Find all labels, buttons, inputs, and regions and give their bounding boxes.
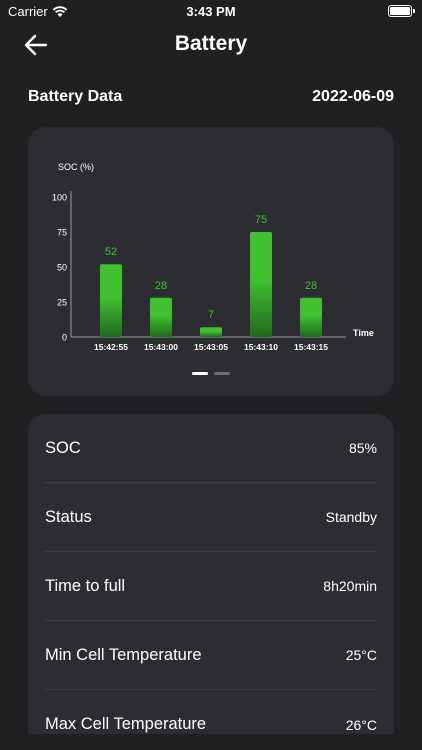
- back-button[interactable]: [24, 34, 52, 58]
- y-tick-label: 75: [57, 228, 67, 238]
- info-row-time-to-full: Time to full 8h20min: [45, 552, 377, 621]
- info-row-soc: SOC 85%: [45, 414, 377, 483]
- carrier-label: Carrier: [8, 4, 48, 19]
- info-label: SOC: [45, 438, 81, 457]
- x-tick-label: 15:43:05: [194, 342, 228, 352]
- y-tick-label: 50: [57, 263, 67, 273]
- info-label: Max Cell Temperature: [45, 715, 207, 733]
- bar: [300, 297, 322, 337]
- bar-value-label: 28: [155, 280, 167, 292]
- status-time: 3:43 PM: [186, 4, 236, 19]
- x-tick-label: 15:43:10: [244, 342, 278, 352]
- bar-value-label: 7: [208, 309, 214, 321]
- arrow-left-icon: [24, 34, 48, 56]
- y-tick-label: 25: [57, 298, 67, 308]
- info-row-max-cell-temp: Max Cell Temperature 26°C: [45, 690, 377, 734]
- page-dot-2[interactable]: [214, 372, 230, 375]
- bar-value-label: 28: [305, 280, 317, 292]
- info-value: 8h20min: [323, 578, 377, 594]
- bar-value-label: 52: [105, 246, 117, 258]
- chart-card[interactable]: SOC (%) 0 25 50 75 100 Time 52 15:42:55 28 15:43:0…: [28, 127, 394, 396]
- x-tick-label: 15:42:55: [94, 342, 128, 352]
- status-left: Carrier: [8, 4, 68, 19]
- info-value: 25°C: [345, 647, 377, 663]
- x-axis-label: Time: [353, 328, 374, 338]
- x-tick-label: 15:43:00: [144, 342, 178, 352]
- info-label: Status: [45, 507, 92, 526]
- info-value: Standby: [325, 509, 377, 525]
- y-tick-label: 100: [52, 193, 67, 203]
- bar: [100, 264, 122, 337]
- page-title: Battery: [174, 32, 248, 55]
- info-label: Time to full: [45, 576, 126, 595]
- section-header: Battery Data 2022-06-09: [28, 88, 394, 106]
- wifi-icon: [52, 5, 68, 17]
- info-row-status: Status Standby: [45, 483, 377, 552]
- info-card: SOC 85% Status Standby Time to full 8h20…: [28, 414, 394, 734]
- x-tick-label: 15:43:15: [294, 342, 328, 352]
- info-label: Min Cell Temperature: [45, 645, 202, 664]
- info-value: 85%: [348, 440, 377, 456]
- bar-value-label: 75: [255, 214, 267, 226]
- bar: [200, 327, 222, 337]
- info-row-min-cell-temp: Min Cell Temperature 25°C: [45, 621, 377, 690]
- status-bar: Carrier 3:43 PM: [0, 0, 422, 22]
- info-value: 26°C: [345, 716, 377, 733]
- battery-icon: [388, 5, 415, 17]
- soc-bar-chart: SOC (%) 0 25 50 75 100 Time 52 15:42:55 28 15:43:0…: [52, 162, 374, 352]
- section-date: 2022-06-09: [312, 88, 394, 105]
- y-axis-label: SOC (%): [58, 162, 94, 172]
- page-dot-1[interactable]: [192, 372, 208, 375]
- bar: [250, 232, 272, 337]
- y-tick-label: 0: [62, 333, 67, 343]
- section-label: Battery Data: [28, 88, 123, 105]
- nav-bar: Battery: [0, 26, 422, 66]
- bar: [150, 297, 172, 337]
- page-indicator: [28, 372, 394, 375]
